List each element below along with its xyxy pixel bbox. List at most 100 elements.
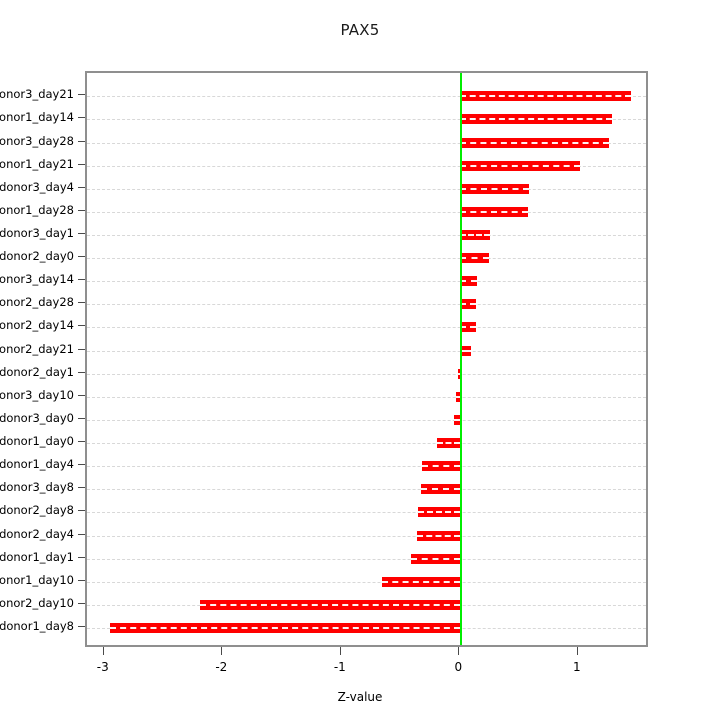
bar-dash-overlay xyxy=(422,465,461,468)
gridline xyxy=(87,396,646,398)
bar xyxy=(460,322,476,333)
bar xyxy=(417,507,461,518)
bar-dash-overlay xyxy=(460,164,581,167)
plot-area xyxy=(85,71,648,647)
bar-dash-overlay xyxy=(457,372,461,375)
y-axis-tick-mark xyxy=(78,302,85,304)
bar-dash-overlay xyxy=(421,488,461,491)
y-axis-tick-label: donor3_day14 xyxy=(0,272,74,287)
gridline xyxy=(87,535,646,537)
bar-dash-overlay xyxy=(460,187,530,190)
x-axis-tick-mark xyxy=(576,647,578,655)
gridline xyxy=(87,443,646,445)
y-axis-tick-mark xyxy=(78,602,85,604)
y-axis-tick-mark xyxy=(78,325,85,327)
y-axis-tick-mark xyxy=(78,233,85,234)
y-axis-tick-label: donor2_day10 xyxy=(0,595,74,610)
bar-dash-overlay xyxy=(109,627,461,629)
y-axis-tick-mark xyxy=(78,117,85,119)
y-axis-tick-label: donor3_day28 xyxy=(0,133,74,148)
bar-dash-overlay xyxy=(460,210,528,213)
bar-dash-overlay xyxy=(382,580,461,583)
y-axis-tick-mark xyxy=(78,533,85,535)
x-axis-tick-mark xyxy=(221,647,223,655)
y-axis-tick-mark xyxy=(78,487,85,489)
x-axis-tick-label: 0 xyxy=(454,660,463,674)
x-axis-tick-label: 1 xyxy=(573,660,581,674)
x-axis-tick-mark xyxy=(102,647,104,655)
gridline xyxy=(87,258,646,260)
y-axis-tick-mark xyxy=(78,464,85,466)
gridline xyxy=(87,327,646,329)
gridline xyxy=(87,304,646,306)
gridline xyxy=(87,373,646,375)
gridline xyxy=(87,489,646,491)
y-axis-tick-label: donor2_day21 xyxy=(0,341,74,356)
bar-dash-overlay xyxy=(460,234,490,236)
y-axis-tick-label: donor1_day14 xyxy=(0,110,74,125)
bar-dash-overlay xyxy=(460,141,609,144)
y-axis-tick-label: donor3_day4 xyxy=(0,179,74,194)
bar xyxy=(460,91,632,102)
y-axis-tick-mark xyxy=(78,394,85,396)
bar-dash-overlay xyxy=(460,257,489,260)
y-axis-tick-label: donor2_day14 xyxy=(0,318,74,333)
x-axis-tick-mark xyxy=(339,647,341,655)
bar-dash-overlay xyxy=(460,349,471,352)
bar-dash-overlay xyxy=(460,118,613,121)
bar-dash-overlay xyxy=(199,603,461,606)
gridline xyxy=(87,512,646,514)
bar xyxy=(460,160,581,171)
bar xyxy=(436,438,461,449)
y-axis-tick-label: donor1_day4 xyxy=(0,457,74,472)
y-axis-tick-mark xyxy=(78,579,85,581)
y-axis-tick-label: donor1_day21 xyxy=(0,156,74,171)
gridline xyxy=(87,419,646,421)
gridline xyxy=(87,165,646,167)
bar xyxy=(410,553,461,564)
bar xyxy=(460,206,528,217)
gridline xyxy=(87,350,646,352)
gridline xyxy=(87,211,646,213)
gridline xyxy=(87,281,646,283)
y-axis-tick-mark xyxy=(78,279,85,281)
y-axis-tick-label: donor3_day8 xyxy=(0,480,74,495)
y-axis-tick-label: donor1_day1 xyxy=(0,549,74,564)
y-axis-tick-mark xyxy=(78,163,85,165)
bar xyxy=(460,253,489,264)
x-axis-tick-label: -2 xyxy=(215,660,228,674)
gridline xyxy=(87,466,646,468)
bar-dash-overlay xyxy=(436,442,461,445)
x-axis-tick-label: -3 xyxy=(96,660,109,674)
bar xyxy=(457,368,461,379)
bar xyxy=(382,576,461,587)
bar xyxy=(421,484,461,495)
y-axis-tick-mark xyxy=(78,371,85,373)
bar xyxy=(422,461,461,472)
bar-dash-overlay xyxy=(460,280,477,283)
y-axis-tick-mark xyxy=(78,417,85,419)
bar xyxy=(460,183,530,194)
x-axis-tick-mark xyxy=(458,647,460,655)
bar xyxy=(455,391,461,402)
bar xyxy=(454,414,461,425)
plot-inner xyxy=(87,73,646,645)
bar-dash-overlay xyxy=(455,395,461,398)
y-axis-tick-mark xyxy=(78,441,85,443)
y-axis-tick-label: donor3_day0 xyxy=(0,410,74,425)
bar-dash-overlay xyxy=(460,326,476,329)
gridline xyxy=(87,119,646,121)
bar xyxy=(416,530,461,541)
y-axis-tick-label: donor2_day8 xyxy=(0,503,74,518)
y-axis-tick-mark xyxy=(78,94,85,96)
bar xyxy=(460,114,613,125)
bar xyxy=(460,345,471,356)
y-axis-tick-label: donor1_day8 xyxy=(0,619,74,633)
bar-dash-overlay xyxy=(410,557,461,560)
y-axis-tick-mark xyxy=(78,140,85,142)
bar xyxy=(460,276,477,287)
gridline xyxy=(87,142,646,144)
bar xyxy=(460,230,490,240)
bar-dash-overlay xyxy=(416,534,461,537)
